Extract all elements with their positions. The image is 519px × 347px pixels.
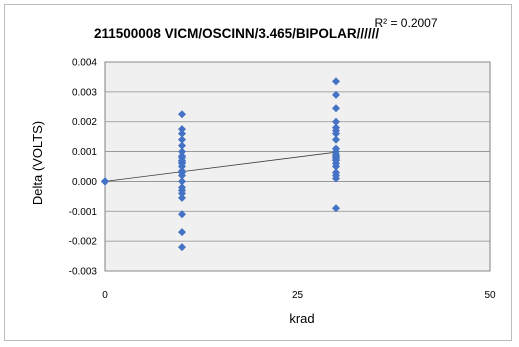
data-point <box>178 177 186 186</box>
plot-area <box>104 61 491 272</box>
y-tick-label: 0.000 <box>72 177 97 188</box>
r-squared-annotation: R² = 0.2007 <box>374 16 437 30</box>
y-axis-label: Delta (VOLTS) <box>30 121 45 205</box>
data-point <box>178 228 186 237</box>
chart-title-main: 211500008 VICM/OSCINN/3.465/BIPOLAR <box>94 26 357 41</box>
data-point <box>178 125 186 134</box>
data-point <box>178 171 186 180</box>
data-point <box>101 177 109 186</box>
y-tick-label: 0.001 <box>72 147 97 158</box>
data-point <box>332 135 340 144</box>
x-axis-label: krad <box>289 311 314 326</box>
data-point <box>332 117 340 126</box>
x-tick-label: 0 <box>102 290 108 301</box>
data-point <box>332 77 340 86</box>
data-point <box>178 193 186 202</box>
y-tick-label: 0.003 <box>72 87 97 98</box>
data-point <box>178 110 186 119</box>
y-tick-label: 0.002 <box>72 117 97 128</box>
data-point <box>178 162 186 171</box>
data-point <box>178 158 186 167</box>
y-tick-label: 0.004 <box>72 58 97 69</box>
data-point <box>178 141 186 150</box>
x-tick-label: 25 <box>292 290 304 301</box>
data-point <box>332 90 340 99</box>
data-point <box>332 162 340 171</box>
data-point <box>178 243 186 252</box>
data-point <box>178 147 186 156</box>
data-point <box>332 174 340 183</box>
x-tick-label: 50 <box>484 290 496 301</box>
data-point <box>178 166 186 175</box>
data-point <box>332 204 340 213</box>
chart-title-suffix: ////// <box>357 26 380 41</box>
data-points <box>101 77 340 252</box>
data-point <box>332 144 340 153</box>
data-point <box>178 189 186 198</box>
data-point <box>332 129 340 138</box>
grid-lines <box>105 61 490 272</box>
y-tick-label: -0.002 <box>69 237 98 248</box>
y-tick-label: -0.003 <box>69 267 98 278</box>
chart-title: 211500008 VICM/OSCINN/3.465/BIPOLAR/////… <box>94 26 379 41</box>
trendline <box>104 151 337 182</box>
data-point <box>178 135 186 144</box>
y-tick-labels: 0.004 0.003 0.002 0.001 0.000 -0.001 -0.002 -0.… <box>69 58 98 278</box>
data-point <box>178 129 186 138</box>
data-point <box>332 152 340 161</box>
y-tick-label: -0.001 <box>69 207 98 218</box>
data-point <box>178 210 186 219</box>
x-tick-labels: 0 25 50 <box>102 290 496 301</box>
data-point <box>332 104 340 113</box>
